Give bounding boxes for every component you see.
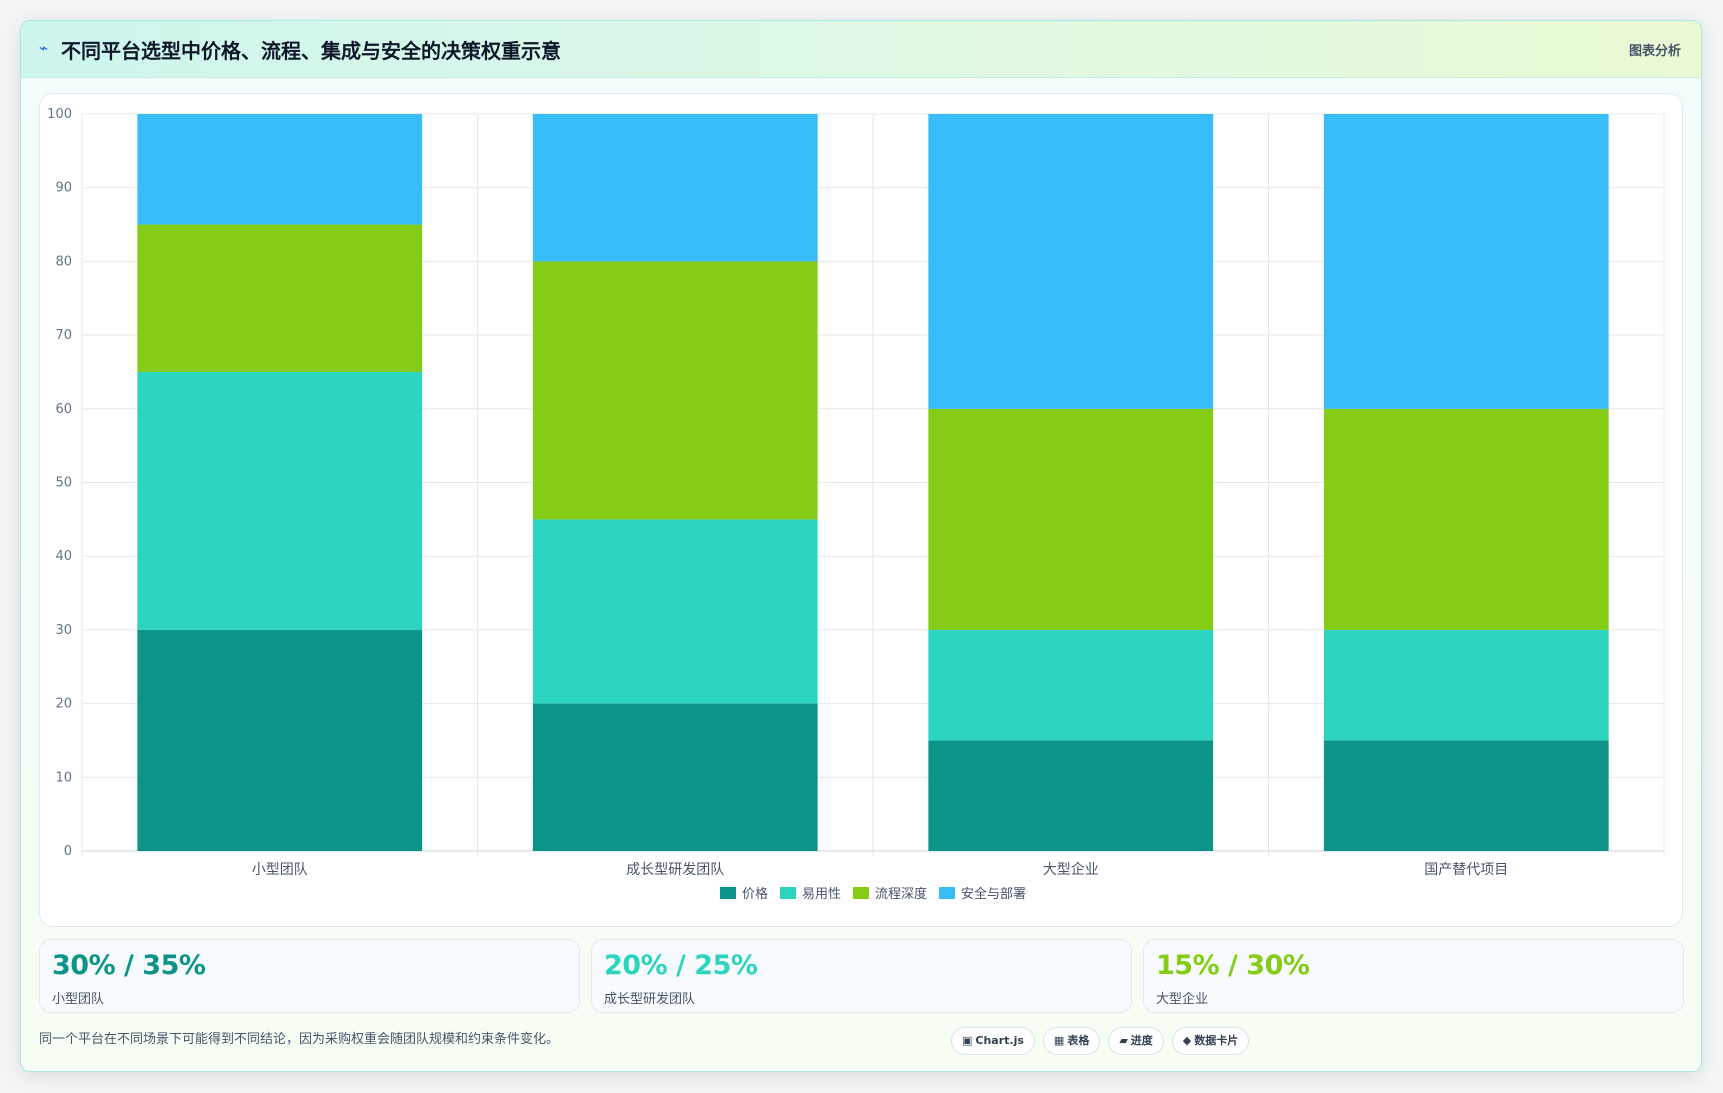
bar-segment [137,371,423,630]
legend-label: 易用性 [802,887,841,902]
card-header: ⌁ 不同平台选型中价格、流程、集成与安全的决策权重示意 图表分析 [21,21,1701,78]
chip-chartjs[interactable]: ▣ Chart.js [951,1027,1035,1055]
y-tick-label: 10 [55,770,72,785]
y-tick-label: 30 [55,623,72,638]
y-tick-label: 70 [55,328,72,343]
bar-segment [928,114,1214,409]
x-tick-label: 小型团队 [252,862,308,878]
bar-segment [1323,114,1609,409]
diamond-icon: ◆ [1182,1034,1192,1047]
chip-label: Chart.js [975,1034,1024,1047]
stat-value: 30% / 35% [52,950,206,981]
footer-note: 同一个平台在不同场景下可能得到不同结论，因为采购权重会随团队规模和约束条件变化。 [39,1032,560,1047]
chip-progress[interactable]: ▰ 进度 [1108,1027,1164,1055]
chip-table[interactable]: ▦ 表格 [1042,1027,1101,1055]
y-tick-label: 0 [64,844,72,859]
page-title: 不同平台选型中价格、流程、集成与安全的决策权重示意 [61,39,561,63]
y-tick-label: 100 [47,107,72,122]
legend-swatch [853,887,869,899]
stat-card-growth-team: 20% / 25% 成长型研发团队 [591,939,1132,1013]
y-tick-label: 20 [55,697,72,712]
legend-swatch [939,887,955,899]
legend-swatch [780,887,796,899]
progress-icon: ▰ [1119,1034,1128,1047]
stat-label: 成长型研发团队 [604,992,696,1007]
bar-segment [137,114,423,225]
bar-segment [928,629,1214,741]
bar-segment [137,224,423,372]
bar-segment [928,740,1214,851]
x-tick-label: 国产替代项目 [1424,862,1508,878]
chip-data-card[interactable]: ◆ 数据卡片 [1171,1027,1250,1055]
stat-label: 大型企业 [1156,992,1209,1007]
legend-label: 安全与部署 [961,886,1026,902]
stacked-bar-chart: 0 10 20 30 40 50 60 70 80 90 100 小型团队 成长型研发团队 大型企业 国产替… [47,107,1665,902]
bar-segment [1323,740,1609,851]
legend-label: 流程深度 [875,886,927,902]
stat-value: 15% / 30% [1156,950,1310,981]
bar-segment [532,519,818,704]
stat-card-enterprise: 15% / 30% 大型企业 [1143,939,1684,1013]
bar-segment [1323,408,1609,630]
bar-segment [532,261,818,520]
x-tick-label: 大型企业 [1043,861,1099,878]
chart-card: ⌁ 不同平台选型中价格、流程、集成与安全的决策权重示意 图表分析 0 10 20 30… [20,20,1702,1072]
bar-segment [532,114,818,262]
stats-row: 30% / 35% 小型团队 20% / 25% 成长型研发团队 15% / 3… [39,939,1685,1013]
chip-label: 表格 [1067,1034,1090,1047]
stat-label: 小型团队 [52,992,105,1007]
bar-segment [1323,629,1609,741]
lightning-icon: ⌁ [39,39,49,57]
bar-segment [532,703,818,851]
chart-analysis-tag: 图表分析 [1628,44,1681,59]
stat-value: 20% / 25% [604,950,758,981]
legend-label: 价格 [742,886,768,902]
y-tick-label: 90 [55,181,72,196]
legend-swatch [720,887,736,899]
chip-label: 进度 [1130,1034,1153,1047]
y-tick-label: 50 [55,476,72,491]
x-tick-label: 成长型研发团队 [626,862,724,878]
stat-card-small-team: 30% / 35% 小型团队 [39,939,580,1013]
chart-container: 0 10 20 30 40 50 60 70 80 90 100 小型团队 成长型研发团队 大型企业 国产替… [39,93,1683,927]
y-tick-label: 60 [55,402,72,417]
y-tick-label: 80 [55,254,72,269]
table-icon: ▦ [1053,1034,1065,1047]
chip-label: 数据卡片 [1194,1034,1239,1047]
bar-segment [137,629,423,851]
y-tick-label: 40 [55,549,72,564]
chart-icon: ▣ [962,1034,973,1047]
tech-chips: ▣ Chart.js ▦ 表格 ▰ 进度 ◆ 数据卡片 [951,1027,1250,1055]
bar-segment [928,408,1214,630]
